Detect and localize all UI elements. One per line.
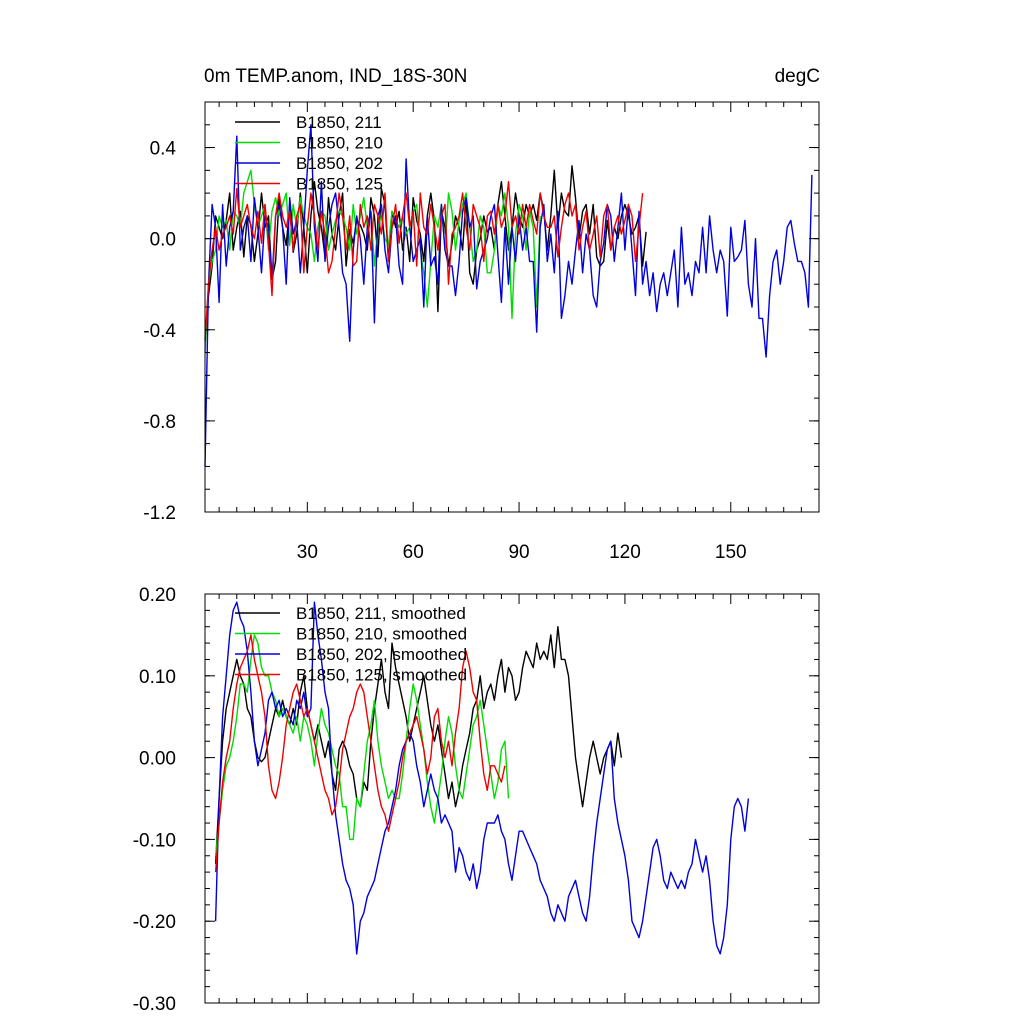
top-legend-label: B1850, 210 <box>296 134 383 153</box>
bottom-series-line-2 <box>214 601 750 955</box>
bottom-y-tick-label: -0.30 <box>133 994 176 1015</box>
bottom-plot-frame <box>204 593 820 1004</box>
top-x-tick-label: 120 <box>609 542 641 563</box>
top-x-tick-label: 90 <box>508 542 529 563</box>
top-x-tick-label: 150 <box>715 542 747 563</box>
bottom-series-line-3 <box>214 634 506 873</box>
top-legend-label: B1850, 211 <box>296 113 382 132</box>
bottom-legend-label: B1850, 125, smoothed <box>296 666 467 685</box>
bottom-y-tick-label: -0.20 <box>133 912 176 933</box>
bottom-legend-label: B1850, 202, smoothed <box>296 645 467 664</box>
top-series-line-3 <box>204 180 644 342</box>
bottom-panel: -0.30 -0.20 -0.10 0.00 0.10 0.20 B1850, 211, … <box>133 585 820 1015</box>
top-panel: 0m TEMP.anom, IND_18S-30N degC 30 60 90 120… <box>143 66 820 563</box>
top-y-tick-label: -0.8 <box>143 412 176 433</box>
top-series-line-2 <box>204 124 813 467</box>
bottom-y-tick-label: 0.20 <box>139 585 176 606</box>
bottom-legend-label: B1850, 211, smoothed <box>296 604 466 623</box>
bottom-series-line-0 <box>214 626 623 864</box>
bottom-y-tick-label: 0.00 <box>139 749 176 770</box>
plot-title: 0m TEMP.anom, IND_18S-30N <box>204 66 467 87</box>
top-y-tick-label: 0.4 <box>150 139 177 160</box>
bottom-y-tick-label: -0.10 <box>133 830 176 851</box>
bottom-ticks: -0.30 -0.20 -0.10 0.00 0.10 0.20 <box>133 585 820 1015</box>
top-ticks: 30 60 90 120 150 -1.2 -0.8 -0.4 0.0 0.4 <box>143 101 820 563</box>
top-x-tick-label: 30 <box>297 542 318 563</box>
bottom-legend-label: B1850, 210, smoothed <box>296 625 467 644</box>
top-x-tick-label: 60 <box>403 542 424 563</box>
top-series-line-1 <box>204 169 541 353</box>
bottom-y-tick-label: 0.10 <box>139 667 176 688</box>
top-y-tick-label: -0.4 <box>143 321 176 342</box>
top-legend-label: B1850, 202 <box>296 154 383 173</box>
top-legend-label: B1850, 125 <box>296 175 383 194</box>
bottom-legend: B1850, 211, smoothed B1850, 210, smoothed… <box>235 604 467 685</box>
top-series-group <box>204 124 813 467</box>
top-y-tick-label: 0.0 <box>150 230 176 251</box>
top-y-tick-label: -1.2 <box>143 503 176 524</box>
units-label: degC <box>775 66 820 87</box>
